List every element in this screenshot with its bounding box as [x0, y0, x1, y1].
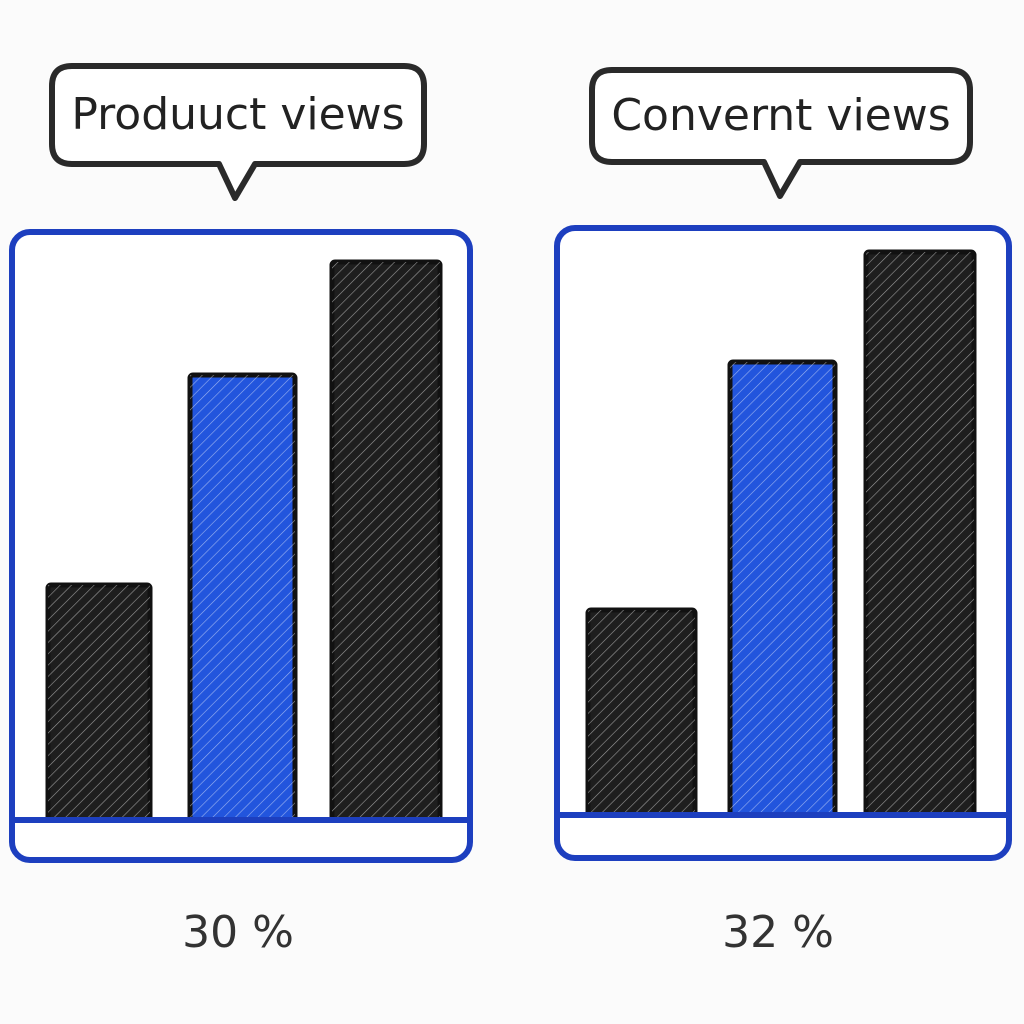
caption: 32 % [722, 907, 834, 958]
speech-bubble [49, 63, 427, 201]
bar-hatch [588, 610, 695, 815]
chart-title: Produuct views [71, 89, 404, 140]
chart-title: Convernt views [611, 90, 950, 141]
speech-bubble [589, 67, 973, 199]
bar-hatch [332, 262, 440, 820]
bar-hatch [730, 362, 835, 815]
bar-hatch [190, 375, 295, 820]
charts: Produuct views 30 % Convernt views 32 % [9, 63, 1012, 958]
caption: 30 % [182, 907, 294, 958]
bar-hatch [48, 585, 150, 820]
bar-hatch [866, 252, 974, 815]
